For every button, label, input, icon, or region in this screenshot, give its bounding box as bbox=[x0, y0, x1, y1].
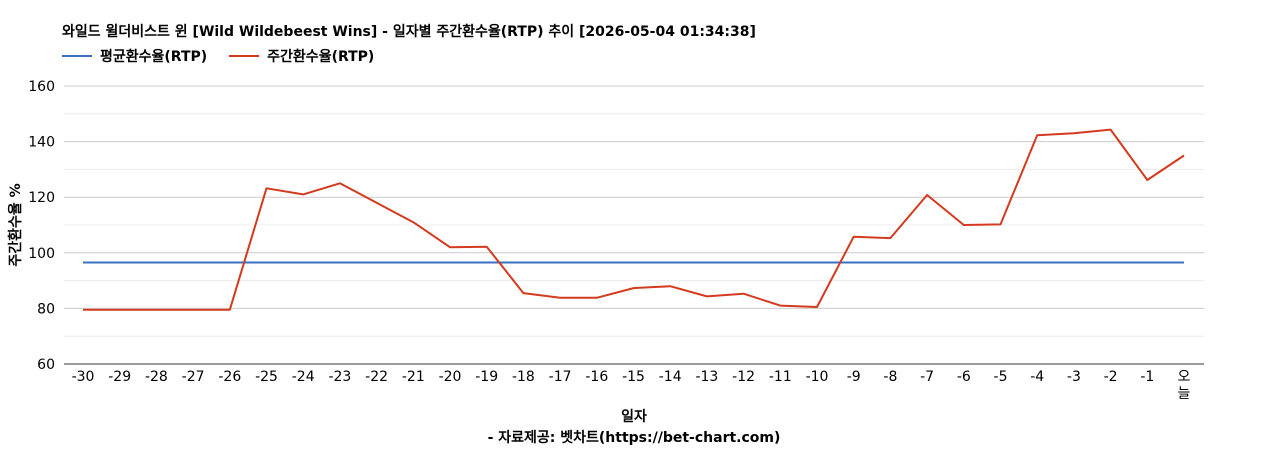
series-line-1[interactable] bbox=[83, 128, 1185, 311]
gridlines bbox=[64, 85, 1204, 365]
legend-item-average-rtp[interactable]: 평균환수율(RTP) bbox=[62, 46, 207, 66]
x-tick-label: -27 bbox=[182, 369, 205, 385]
x-tick-label: -19 bbox=[475, 369, 498, 385]
x-tick-label: -16 bbox=[585, 369, 608, 385]
x-tick-label: -30 bbox=[72, 369, 95, 385]
x-tick-label: -1 bbox=[1140, 369, 1154, 385]
x-tick-label: -2 bbox=[1104, 369, 1118, 385]
legend-label-weekly: 주간환수율(RTP) bbox=[267, 49, 375, 65]
y-tick-label: 140 bbox=[28, 135, 55, 151]
legend: 평균환수율(RTP) 주간환수율(RTP) bbox=[62, 46, 396, 66]
x-tick-label: -29 bbox=[108, 369, 131, 385]
x-tick-label: -23 bbox=[328, 369, 351, 385]
x-tick-label: -17 bbox=[549, 369, 572, 385]
x-tick-label: -12 bbox=[732, 369, 755, 385]
x-tick-label: -3 bbox=[1067, 369, 1081, 385]
x-tick-label: -13 bbox=[695, 369, 718, 385]
y-tick-label: 160 bbox=[28, 79, 55, 95]
legend-label-average: 평균환수율(RTP) bbox=[100, 49, 208, 65]
legend-item-weekly-rtp[interactable]: 주간환수율(RTP) bbox=[229, 46, 374, 66]
x-tick-label: -28 bbox=[145, 369, 168, 385]
x-tick-label: -11 bbox=[769, 369, 792, 385]
y-tick-label: 120 bbox=[28, 190, 55, 206]
x-axis-title: 일자 bbox=[621, 409, 647, 425]
x-tick-label: -9 bbox=[847, 369, 861, 385]
x-tick-label: -15 bbox=[622, 369, 645, 385]
source-credit: - 자료제공: 벳차트(https://bet-chart.com) bbox=[488, 429, 781, 446]
x-tick-label: -6 bbox=[957, 369, 971, 385]
x-tick-label: -25 bbox=[255, 369, 278, 385]
x-axis-ticks: -30 -29 -28 -27 -26 -25 -24 -23 -22 -21 -20 -19 -18-… bbox=[72, 369, 1191, 402]
x-tick-label: -21 bbox=[402, 369, 425, 385]
x-tick-label: -20 bbox=[439, 369, 462, 385]
x-tick-label: -22 bbox=[365, 369, 388, 385]
x-tick-label: -14 bbox=[659, 369, 682, 385]
y-axis-ticks: 60 80 100 120 140 160 bbox=[28, 79, 55, 373]
y-axis-title: 주간환수율 % bbox=[7, 183, 24, 266]
x-tick-label: -26 bbox=[218, 369, 241, 385]
x-tick-label: -24 bbox=[292, 369, 315, 385]
legend-swatch-weekly bbox=[229, 55, 260, 57]
legend-swatch-average bbox=[62, 55, 92, 57]
x-tick-label: -4 bbox=[1030, 369, 1044, 385]
x-tick-label: -7 bbox=[920, 369, 934, 385]
x-tick-label: -18 bbox=[512, 369, 535, 385]
x-tick-label: -10 bbox=[806, 369, 829, 385]
y-tick-label: 80 bbox=[37, 301, 55, 317]
chart-title: 와일드 윌더비스트 윈 [Wild Wildebeest Wins] - 일자별… bbox=[62, 24, 756, 40]
y-tick-label: 100 bbox=[28, 246, 55, 262]
y-tick-label: 60 bbox=[37, 357, 55, 373]
x-tick-label: -8 bbox=[883, 369, 897, 385]
x-tick-label: -5 bbox=[994, 369, 1008, 385]
series-lines bbox=[83, 128, 1185, 311]
